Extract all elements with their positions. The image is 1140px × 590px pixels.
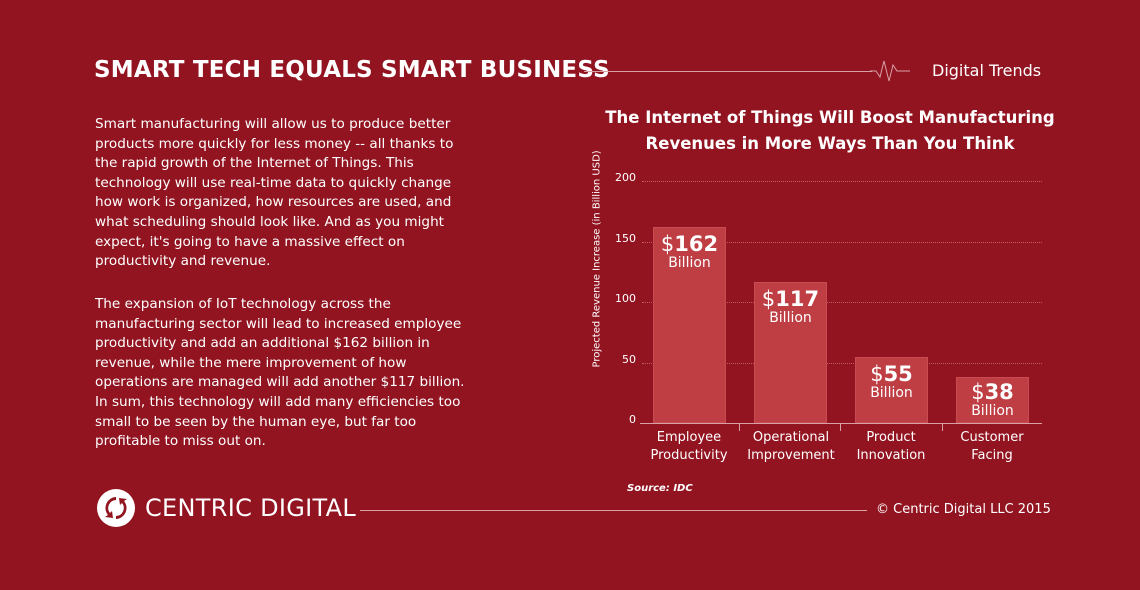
x-tick — [739, 423, 740, 431]
x-label-line: Facing — [971, 448, 1013, 463]
heartbeat-line-icon — [870, 60, 910, 82]
x-label-product-innovation: Product Innovation — [840, 429, 942, 465]
detail-paragraph: The expansion of IoT technology across t… — [95, 296, 465, 450]
bar-unit: Billion — [971, 403, 1014, 419]
footer-divider — [360, 510, 867, 511]
intro-paragraph: Smart manufacturing will allow us to pro… — [95, 116, 454, 270]
x-label-line: Innovation — [856, 448, 926, 463]
x-label-line: Product — [866, 430, 916, 445]
y-tick-200: 200 — [615, 171, 636, 184]
y-tick-0: 0 — [629, 413, 636, 426]
title-divider — [584, 71, 872, 72]
chart-title: The Internet of Things Will Boost Manufa… — [605, 108, 1055, 153]
x-label-line: Employee — [656, 430, 722, 445]
bar-value: $38 — [971, 380, 1014, 404]
bar-customer-facing[interactable]: $38 Billion — [956, 377, 1029, 423]
section-tag: Digital Trends — [932, 61, 1042, 80]
y-tick-150: 150 — [615, 232, 636, 245]
gridline-50 — [642, 363, 1042, 364]
y-tick-50: 50 — [622, 353, 636, 366]
chart-source: Source: IDC — [627, 483, 693, 494]
logo-text: CENTRIC DIGITAL — [145, 494, 356, 522]
bar-unit: Billion — [769, 310, 812, 326]
gridline-100 — [642, 302, 1042, 303]
centric-circle-arrows-icon — [97, 489, 135, 527]
x-label-line: Productivity — [650, 448, 728, 463]
bar-value: $55 — [870, 362, 913, 386]
x-tick — [942, 423, 943, 431]
x-label-operational-improvement: Operational Improvement — [740, 429, 842, 465]
x-label-customer-facing: Customer Facing — [941, 429, 1043, 465]
gridline-150 — [642, 242, 1042, 243]
bar-employee-productivity[interactable]: $162 Billion — [653, 227, 726, 423]
bar-unit: Billion — [870, 385, 913, 401]
x-tick — [840, 423, 841, 431]
gridline-200 — [642, 181, 1042, 182]
page-title: SMART TECH EQUALS SMART BUSINESS — [94, 57, 610, 83]
x-label-line: Improvement — [747, 448, 835, 463]
bar-value: $162 — [660, 232, 719, 256]
copyright: © Centric Digital LLC 2015 — [876, 502, 1051, 517]
bar-unit: Billion — [668, 255, 711, 271]
bar-operational-improvement[interactable]: $117 Billion — [754, 282, 827, 423]
bar-product-innovation[interactable]: $55 Billion — [855, 357, 928, 423]
x-label-employee-productivity: Employee Productivity — [638, 429, 740, 465]
y-tick-100: 100 — [615, 292, 636, 305]
x-label-line: Customer — [960, 430, 1024, 445]
x-axis — [640, 423, 1042, 424]
x-label-line: Operational — [752, 430, 830, 445]
bar-value: $117 — [761, 287, 820, 311]
